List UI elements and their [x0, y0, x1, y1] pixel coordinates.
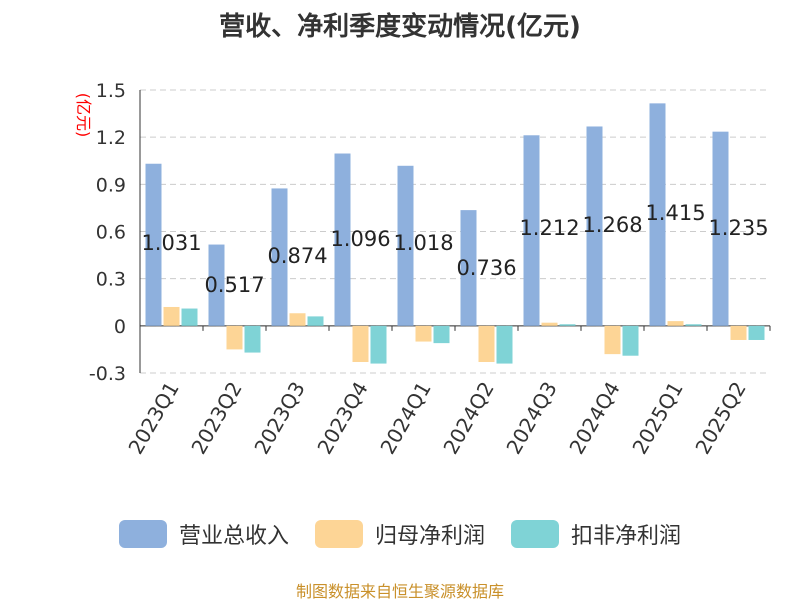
bar-deducted-profit	[433, 325, 450, 344]
bar-deducted-profit	[307, 316, 324, 326]
x-tick-label: 2024Q3	[501, 378, 561, 459]
bar-revenue	[460, 210, 477, 326]
data-label: 0.736	[456, 256, 516, 280]
bar-deducted-profit	[622, 325, 639, 356]
legend-label-revenue: 营业总收入	[178, 524, 289, 549]
legend-swatch-net-profit	[314, 520, 363, 548]
x-tick-label: 2023Q1	[123, 378, 183, 459]
bar-deducted-profit	[496, 325, 513, 364]
data-label: 1.096	[330, 227, 390, 251]
bar-chart: -0.3 0 0.3 0.6 0.9 1.2 1.5(亿元) 2023Q1 1.031 2023Q…	[74, 80, 771, 459]
bar-net-profit	[667, 321, 684, 326]
legend-label-net-profit: 归母净利润	[374, 524, 485, 549]
source-note: 制图数据来自恒生聚源数据库	[295, 582, 504, 601]
x-tick-label: 2023Q3	[249, 378, 309, 459]
legend-swatch-deducted-profit	[511, 520, 559, 548]
bar-net-profit	[730, 325, 747, 340]
legend-item-net-profit[interactable]: 归母净利润	[314, 518, 485, 550]
x-tick-label: 2024Q1	[375, 378, 435, 459]
bar-deducted-profit	[370, 325, 387, 364]
data-label: 1.415	[645, 201, 705, 225]
bar-net-profit	[352, 325, 369, 362]
legend-item-revenue[interactable]: 营业总收入	[118, 518, 289, 550]
bar-revenue	[271, 188, 288, 326]
data-label: 1.031	[141, 231, 201, 255]
chart-title: 营收、净利季度变动情况(亿元)	[219, 12, 581, 42]
bar-deducted-profit	[244, 325, 261, 353]
bar-deducted-profit	[559, 324, 576, 326]
data-label: 1.018	[393, 231, 453, 255]
bar-deducted-profit	[181, 308, 198, 326]
x-tick-label: 2024Q4	[564, 378, 624, 459]
bar-net-profit	[541, 322, 558, 326]
bar-net-profit	[289, 313, 306, 326]
bar-revenue	[208, 244, 225, 326]
bar-revenue	[397, 165, 414, 326]
bar-net-profit	[163, 306, 180, 326]
x-tick-label: 2024Q2	[438, 378, 498, 459]
x-tick-label: 2023Q4	[312, 378, 372, 459]
data-label: 1.212	[519, 216, 579, 240]
x-tick-label: 2025Q1	[627, 378, 687, 459]
bar-net-profit	[478, 325, 495, 362]
data-label: 1.268	[582, 213, 642, 237]
x-tick-label: 2025Q2	[690, 378, 750, 459]
bar-revenue	[649, 103, 666, 326]
bar-revenue	[145, 163, 162, 326]
bar-revenue	[586, 126, 603, 326]
legend-label-deducted-profit: 扣非净利润	[571, 524, 682, 549]
y-axis-label: (亿元)	[74, 93, 93, 138]
bar-revenue	[523, 135, 540, 326]
x-tick-label: 2023Q2	[186, 378, 246, 459]
data-label: 0.517	[204, 273, 264, 297]
bar-revenue	[334, 153, 351, 326]
legend: 营业总收入 归母净利润 扣非净利润	[0, 518, 800, 550]
y-tick-label: 1.5	[96, 80, 126, 102]
legend-swatch-revenue	[118, 520, 167, 548]
data-label: 1.235	[708, 216, 768, 240]
bar-net-profit	[415, 325, 432, 342]
bar-net-profit	[226, 325, 243, 350]
y-tick-label: 0.9	[96, 174, 126, 196]
bar-net-profit	[604, 325, 621, 355]
bar-revenue	[712, 131, 729, 326]
bar-deducted-profit	[748, 325, 765, 340]
y-tick-label: 1.2	[96, 127, 126, 149]
legend-item-deducted-profit[interactable]: 扣非净利润	[511, 518, 681, 550]
bar-deducted-profit	[685, 324, 702, 326]
y-tick-label: 0	[114, 316, 126, 338]
y-tick-label: 0.3	[96, 269, 126, 291]
y-tick-label: 0.6	[96, 222, 126, 244]
data-label: 0.874	[267, 244, 327, 268]
y-tick-label: -0.3	[89, 363, 126, 385]
